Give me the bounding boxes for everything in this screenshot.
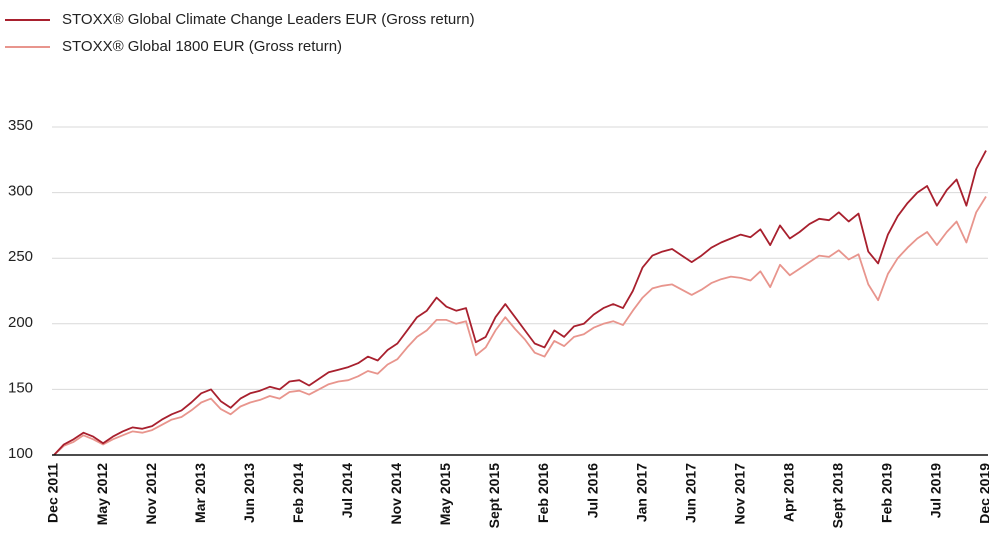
legend-label: STOXX® Global Climate Change Leaders EUR… [62,11,475,28]
x-tick-label: Sept 2015 [486,463,502,529]
x-tick-label: Sept 2018 [830,463,846,529]
x-tick-label: May 2012 [94,463,110,525]
x-tick-label: Jul 2014 [339,463,355,518]
x-tick-label: Jan 2017 [633,463,649,522]
x-tick-label: Nov 2012 [143,463,159,525]
x-tick-label: Dec 2019 [977,463,989,524]
x-tick-label: Feb 2014 [290,463,306,523]
x-tick-label: May 2015 [437,463,453,525]
y-tick-label: 300 [8,183,33,200]
y-tick-label: 200 [8,314,33,331]
x-tick-label: Jul 2019 [928,463,944,518]
x-tick-label: Jun 2017 [682,463,698,523]
y-tick-label: 100 [8,445,33,462]
x-tick-label: Nov 2017 [731,463,747,525]
series-line [53,150,987,456]
x-tick-label: Feb 2019 [879,463,895,523]
y-tick-label: 250 [8,248,33,265]
y-tick-label: 350 [8,117,33,134]
y-tick-label: 150 [8,379,33,396]
x-tick-label: Feb 2016 [535,463,551,523]
x-tick-label: Apr 2018 [780,463,796,522]
series-line [53,196,987,456]
legend-label: STOXX® Global 1800 EUR (Gross return) [62,38,342,55]
x-tick-label: Mar 2013 [192,463,208,523]
x-tick-label: Nov 2014 [388,463,404,525]
x-tick-label: Jun 2013 [241,463,257,523]
x-tick-label: Jul 2016 [584,463,600,518]
x-tick-label: Dec 2011 [45,463,61,523]
